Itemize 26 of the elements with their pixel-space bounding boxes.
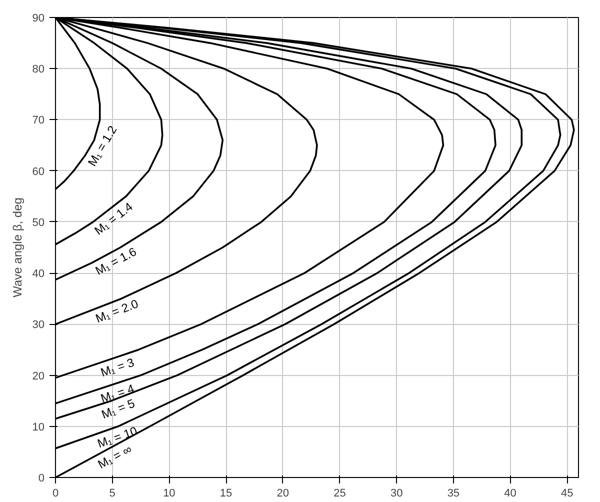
y-tick-label: 80: [32, 64, 45, 76]
y-tick-label: 90: [32, 12, 45, 24]
x-tick-label: 10: [163, 488, 176, 500]
text: M₁ = 1.6: [93, 244, 140, 278]
x-tick-label: 20: [276, 488, 290, 500]
x-tick-label: 15: [220, 488, 232, 500]
y-tick-label: 50: [32, 216, 45, 229]
y-tick-label: 20: [32, 370, 45, 382]
text: M₁ = 2.0: [94, 296, 140, 326]
y-tick-label: 30: [32, 319, 45, 332]
x-tick-label: 30: [390, 488, 403, 500]
y-tick-label: 10: [32, 421, 45, 434]
x-tick-label: 40: [504, 488, 516, 500]
y-tick-label: 60: [32, 166, 45, 178]
y-axis-title: Wave angle β, deg: [10, 198, 24, 298]
text: M₁ = 3: [98, 355, 136, 380]
text: M₁ = 1.2: [84, 123, 120, 169]
text: M₁ = 1.4: [92, 199, 136, 238]
x-tick-label: 5: [109, 488, 116, 500]
x-tick-label: 0: [52, 488, 59, 500]
y-tick-label: 0: [38, 472, 45, 484]
x-tick-label: 45: [561, 488, 574, 500]
x-tick-label: 25: [334, 488, 346, 500]
y-tick-label: 40: [32, 268, 45, 280]
y-tick-label: 70: [32, 114, 45, 127]
x-tick-label: 35: [447, 488, 460, 500]
